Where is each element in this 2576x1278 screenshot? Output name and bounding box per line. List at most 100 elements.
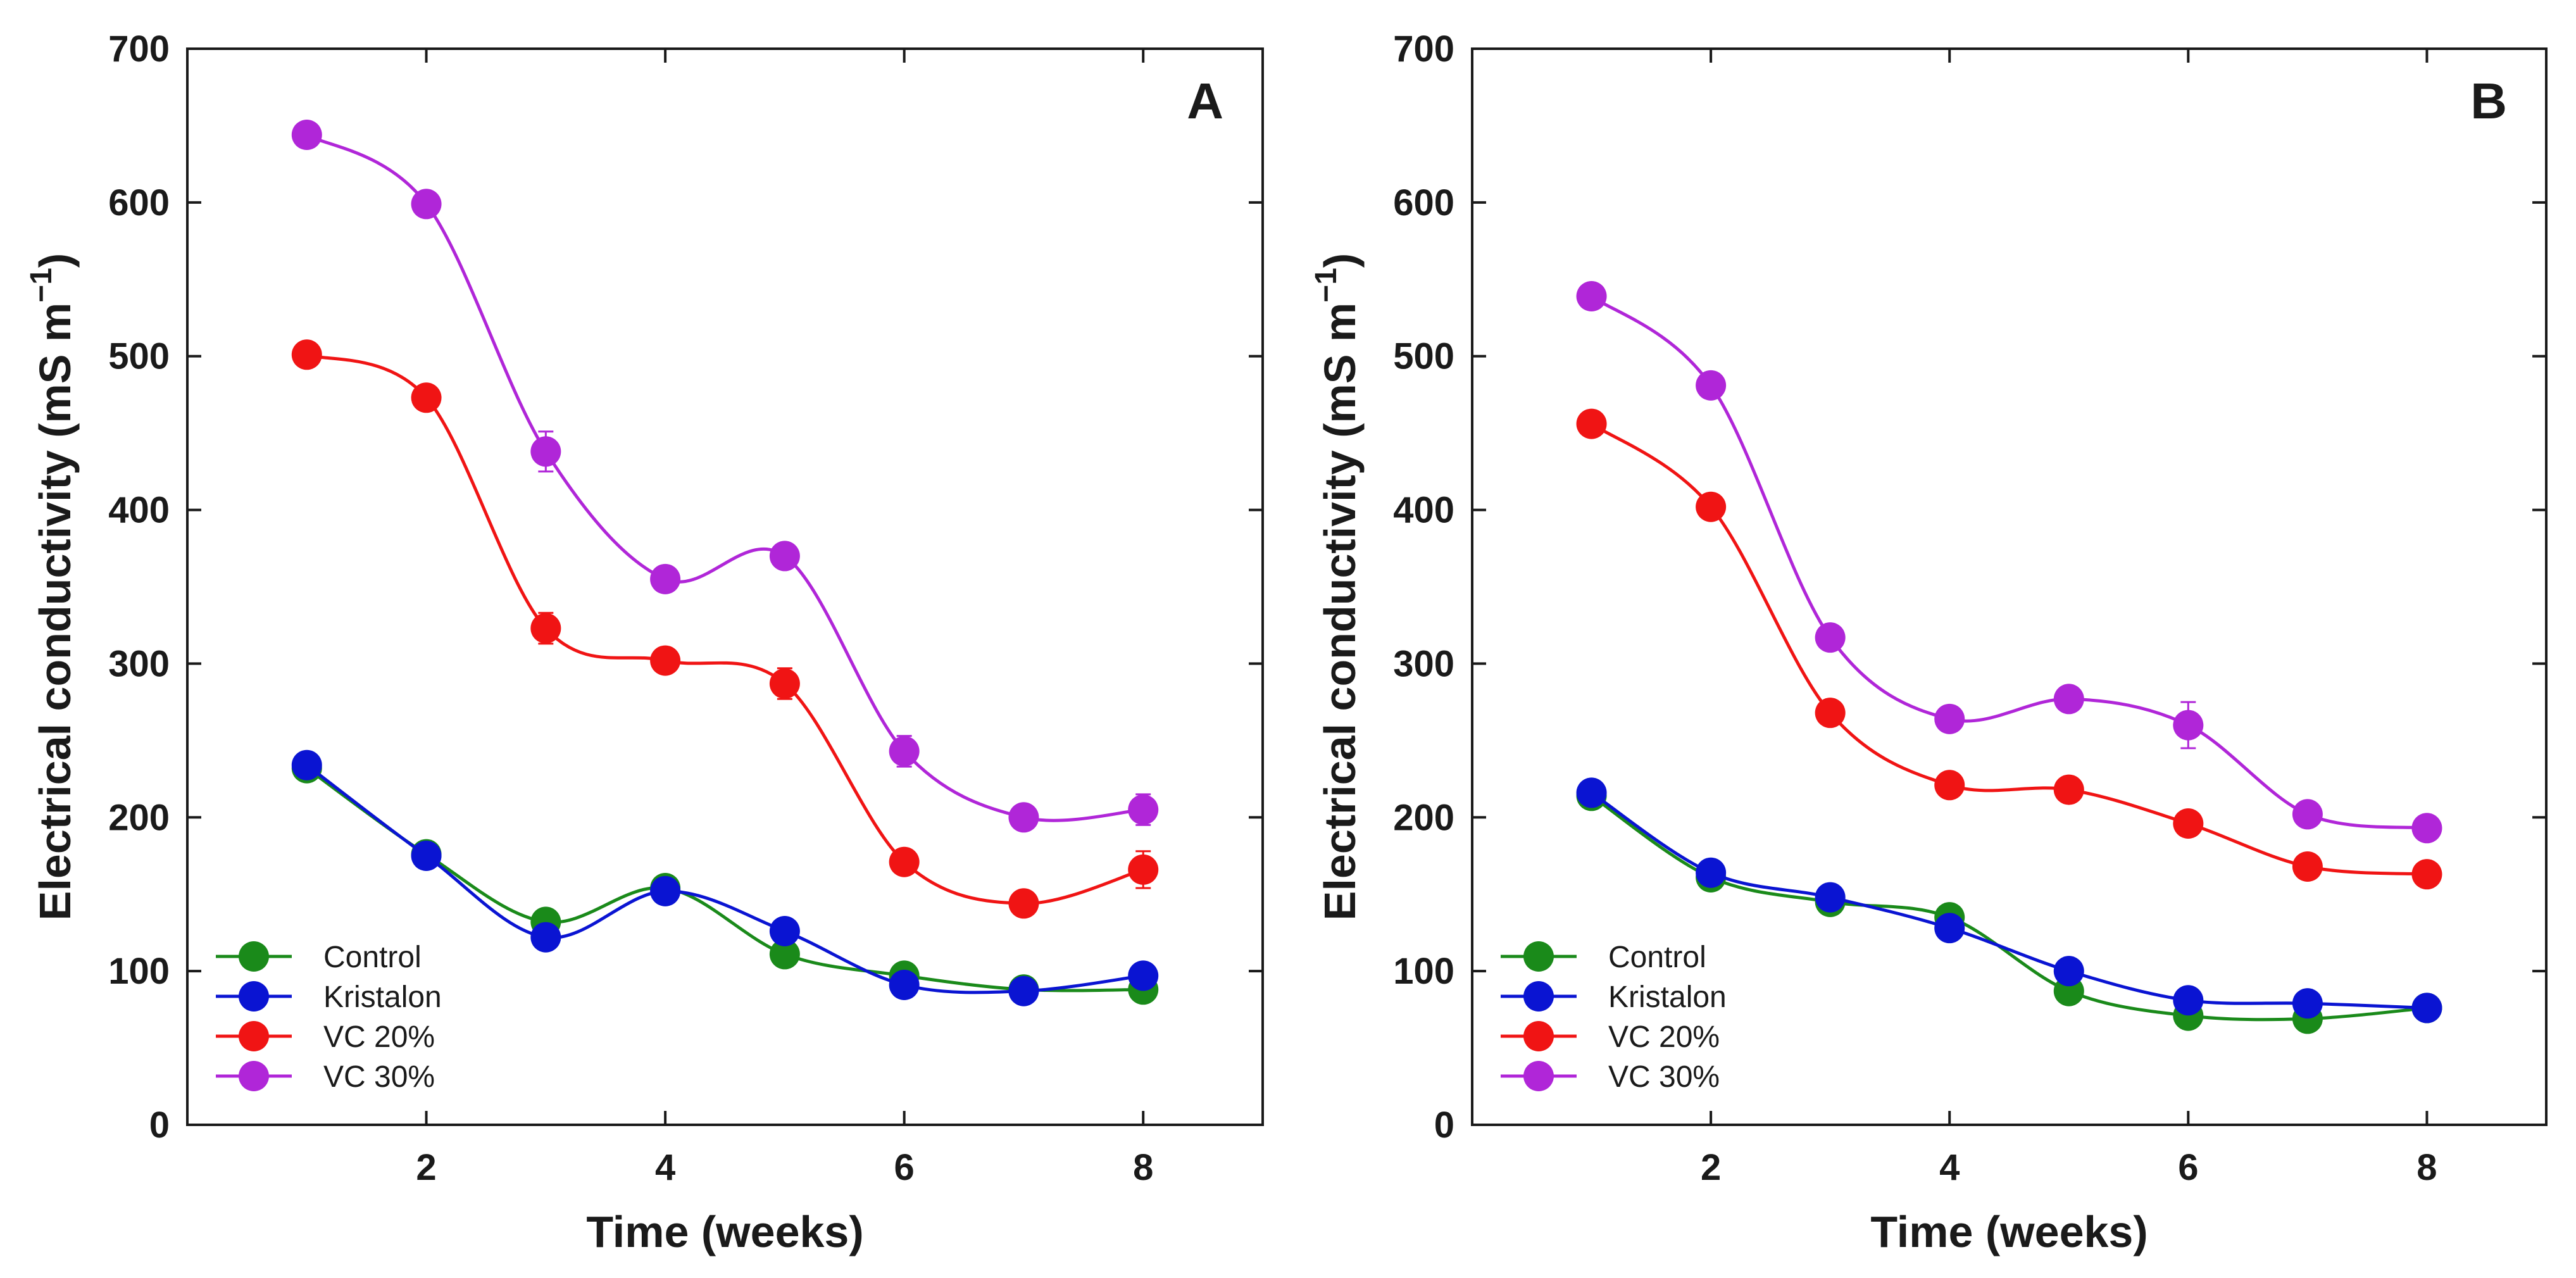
- data-point: [1576, 281, 1607, 311]
- data-point: [530, 922, 561, 953]
- y-axis-title-main: Electrical conductivity (mS m: [30, 303, 80, 920]
- y-tick-label: 200: [108, 797, 170, 838]
- data-point: [2292, 988, 2323, 1019]
- x-axis-title: Time (weeks): [586, 1207, 863, 1256]
- data-point: [1815, 882, 1846, 913]
- y-tick-label: 0: [149, 1105, 170, 1146]
- x-tick-label: 4: [1939, 1147, 1960, 1188]
- series-vc-20-: [291, 339, 1159, 919]
- legend-label: VC 30%: [323, 1060, 435, 1094]
- data-point: [769, 939, 800, 970]
- data-point: [291, 120, 322, 150]
- y-axis-title-superscript: −1: [25, 268, 58, 303]
- series-line: [1591, 294, 2427, 830]
- y-axis-title-main: Electrical conductivity (mS m: [1315, 303, 1365, 920]
- y-tick-label: 0: [1434, 1105, 1454, 1146]
- series-control: [291, 753, 1159, 1005]
- y-tick-label: 700: [108, 28, 170, 70]
- x-tick-label: 4: [655, 1147, 675, 1188]
- data-point: [2173, 710, 2204, 741]
- data-point: [650, 645, 681, 676]
- legend-marker: [239, 1021, 269, 1051]
- legend-marker: [1523, 1021, 1554, 1051]
- data-point: [889, 846, 920, 877]
- legend-marker: [239, 1061, 269, 1091]
- y-tick-label: 600: [1393, 182, 1454, 223]
- plot-frame: [186, 47, 1264, 1126]
- legend-label: Control: [323, 941, 422, 974]
- x-tick-label: 6: [2178, 1147, 2198, 1188]
- legend-marker: [1523, 1061, 1554, 1091]
- series-line: [306, 767, 1144, 993]
- data-point: [889, 736, 920, 767]
- legend-label: Kristalon: [323, 980, 442, 1014]
- y-tick-label: 600: [108, 182, 170, 223]
- data-point: [1934, 913, 1965, 944]
- data-point: [1008, 802, 1039, 833]
- data-point: [530, 613, 561, 644]
- legend-marker: [239, 981, 269, 1012]
- data-point: [2292, 799, 2323, 830]
- legend-marker: [1523, 941, 1554, 972]
- y-tick-label: 100: [108, 951, 170, 992]
- y-axis-title-close: ): [1315, 253, 1365, 268]
- series-vc-30-: [291, 120, 1159, 833]
- legend: Control Kristalon VC 20% VC 30%: [1501, 941, 1727, 1094]
- data-point: [2053, 956, 2084, 987]
- legend-label: Control: [1608, 941, 1706, 974]
- data-point: [1696, 370, 1727, 401]
- series-kristalon: [1576, 777, 2442, 1024]
- data-point: [650, 875, 681, 906]
- data-point: [1696, 857, 1727, 888]
- data-point: [2053, 684, 2084, 715]
- data-point: [2173, 808, 2204, 839]
- chart-panel-a: 0 100 200 300 400 500 600 700 2 4 6 8 Time (weeks) El…: [25, 28, 1264, 1256]
- y-tick-label: 400: [108, 490, 170, 531]
- plot-frame: [1471, 47, 2548, 1126]
- data-point: [1128, 854, 1159, 885]
- data-point: [1815, 698, 1846, 729]
- panel-label: A: [1187, 73, 1223, 129]
- x-tick-label: 6: [894, 1147, 915, 1188]
- series-line: [306, 133, 1144, 822]
- x-tick-label: 2: [1701, 1147, 1721, 1188]
- data-point: [2411, 813, 2442, 844]
- data-point: [2411, 859, 2442, 890]
- data-point: [1934, 703, 1965, 734]
- legend-label: VC 20%: [1608, 1020, 1720, 1054]
- legend-label: VC 30%: [1608, 1060, 1720, 1094]
- y-axis-title: Electrical conductivity (mS m−1): [1310, 253, 1365, 920]
- y-tick-label: 100: [1393, 951, 1454, 992]
- y-axis-title-superscript: −1: [1310, 268, 1343, 303]
- series-vc-30-: [1576, 281, 2442, 844]
- legend-marker: [239, 941, 269, 972]
- data-point: [411, 841, 442, 871]
- y-tick-label: 700: [1393, 28, 1454, 70]
- y-tick-label: 300: [1393, 643, 1454, 684]
- data-point: [411, 382, 442, 413]
- data-point: [530, 436, 561, 467]
- y-axis-title: Electrical conductivity (mS m−1): [25, 253, 80, 920]
- x-tick-label: 2: [416, 1147, 436, 1188]
- data-point: [1815, 622, 1846, 653]
- data-point: [2411, 993, 2442, 1024]
- y-tick-label: 200: [1393, 797, 1454, 838]
- data-point: [2173, 985, 2204, 1016]
- series-kristalon: [291, 749, 1159, 1006]
- series-line: [1591, 422, 2427, 876]
- data-point: [650, 563, 681, 594]
- data-point: [1008, 888, 1039, 919]
- data-point: [1128, 794, 1159, 825]
- data-point: [291, 749, 322, 780]
- chart-panel-b: 0 100 200 300 400 500 600 700 2 4 6 8 Time (weeks) El…: [1310, 28, 2548, 1256]
- legend: Control Kristalon VC 20% VC 30%: [216, 941, 442, 1094]
- x-tick-label: 8: [1133, 1147, 1153, 1188]
- data-point: [1576, 408, 1607, 439]
- data-point: [291, 339, 322, 370]
- panel-label: B: [2470, 73, 2507, 129]
- data-point: [1576, 777, 1607, 808]
- data-point: [1696, 491, 1727, 522]
- y-tick-label: 400: [1393, 490, 1454, 531]
- data-point: [2292, 851, 2323, 882]
